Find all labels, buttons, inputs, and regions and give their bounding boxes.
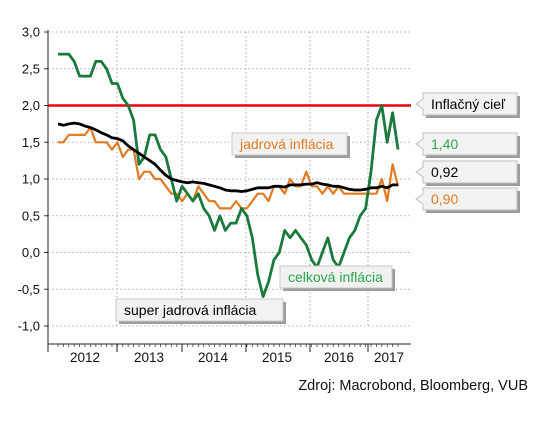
y-tick-label: 1,5	[22, 135, 40, 150]
y-tick-label: 1,0	[22, 172, 40, 187]
end-label-core-box	[415, 187, 518, 211]
end-label-supercore-text: 0,92	[431, 164, 458, 180]
source-note: Zdroj: Macrobond, Bloomberg, VUB	[298, 378, 528, 394]
annotation-core: jadrová inflácia	[231, 132, 350, 158]
annotation-core-box	[231, 132, 348, 156]
y-tick-label: 2,0	[22, 98, 40, 113]
end-label-headline-text: 1,40	[431, 136, 458, 152]
end-label-supercore: 0,92	[415, 160, 520, 186]
labels: jadrová inflácia celková inflácia super ja…	[115, 92, 528, 394]
series-line-supercore	[57, 121, 398, 193]
y-tick-label: 2,5	[22, 61, 40, 76]
y-tick-label: -1,0	[18, 319, 40, 334]
series-lines	[57, 52, 400, 299]
y-tick-label: 0,5	[22, 208, 40, 223]
end-label-core-text: 0,90	[431, 191, 458, 207]
series-line-headline	[58, 52, 400, 299]
y-tick-label: 3,0	[22, 25, 40, 40]
end-label-headline-box	[415, 132, 518, 156]
end-label-headline: 1,40	[415, 132, 520, 158]
annotation-supercore-box	[115, 298, 284, 322]
y-tick-label: 0,0	[22, 245, 40, 260]
target-label: Inflačný cieľ	[415, 92, 520, 118]
annotation-supercore: super jadrová inflácia	[115, 298, 286, 324]
annotation-headline: celková inflácia	[279, 265, 395, 291]
end-label-supercore-box	[415, 160, 518, 184]
x-tick-label: 2014	[198, 350, 229, 365]
annotation-headline-box	[279, 265, 393, 289]
annotation-core-text: jadrová inflácia	[239, 136, 334, 152]
x-tick-label: 2016	[324, 350, 354, 365]
end-label-core: 0,90	[415, 187, 520, 213]
x-tick-label: 2013	[134, 350, 164, 365]
x-tick-label: 2012	[70, 350, 100, 365]
annotation-headline-text: celková inflácia	[288, 269, 383, 285]
x-tick-label: 2015	[262, 350, 292, 365]
series-line-core	[58, 126, 400, 210]
annotation-supercore-text: super jadrová inflácia	[124, 302, 257, 318]
x-tick-label: 2017	[374, 350, 404, 365]
target-label-text: Inflačný cieľ	[431, 96, 506, 112]
axes: 3,0 2,5 2,0 1,5 1,0 0,5 0,0 -0,5 -1,0 2012 2013 201…	[18, 25, 411, 365]
target-label-box	[415, 92, 518, 116]
y-tick-label: -0,5	[18, 282, 40, 297]
